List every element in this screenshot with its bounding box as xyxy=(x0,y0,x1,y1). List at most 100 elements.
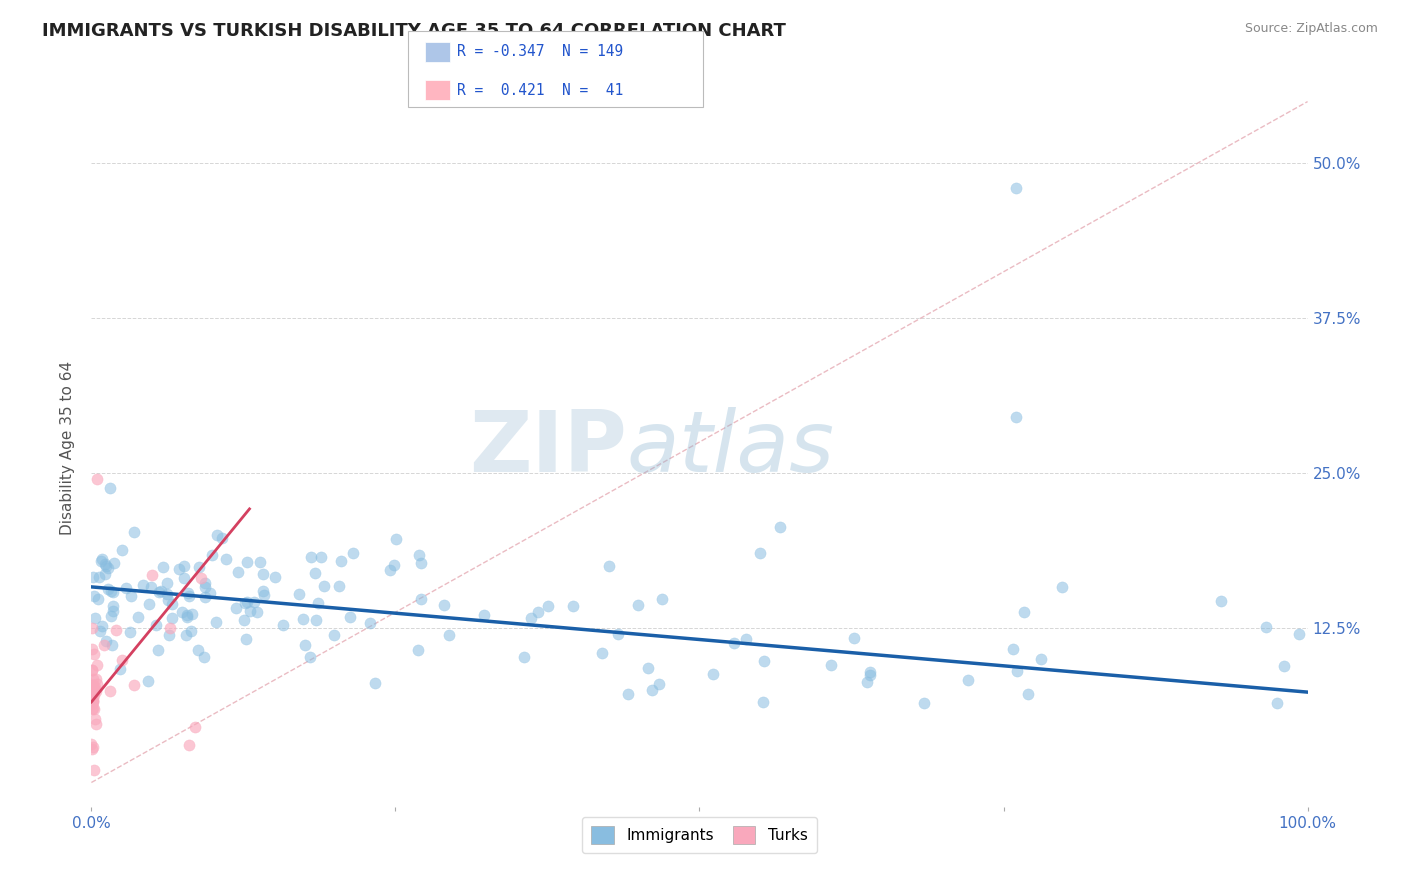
Point xyxy=(956,673,979,687)
Point xyxy=(180,624,202,639)
Point xyxy=(87,570,110,584)
Point xyxy=(1031,652,1053,666)
Point xyxy=(97,582,120,596)
Point xyxy=(86,472,108,486)
Point xyxy=(294,638,316,652)
Point xyxy=(101,638,124,652)
Point xyxy=(93,638,115,652)
Point xyxy=(1004,181,1026,195)
Point xyxy=(80,742,103,756)
Point xyxy=(82,701,104,715)
Point xyxy=(598,558,620,573)
Text: ZIP: ZIP xyxy=(468,407,627,490)
Point xyxy=(201,549,224,563)
Point xyxy=(205,615,228,629)
Point xyxy=(651,592,673,607)
Point xyxy=(1005,665,1028,679)
Point xyxy=(84,716,107,731)
Point xyxy=(342,546,364,560)
Point xyxy=(94,559,117,574)
Point xyxy=(157,592,180,607)
Point xyxy=(299,550,322,565)
Point xyxy=(179,589,201,603)
Point xyxy=(359,615,381,630)
Point xyxy=(591,646,613,660)
Point xyxy=(253,588,276,602)
Point xyxy=(141,568,163,582)
Point xyxy=(1265,696,1288,710)
Point xyxy=(138,597,160,611)
Point xyxy=(84,684,107,698)
Point xyxy=(150,583,173,598)
Point xyxy=(385,533,408,547)
Point xyxy=(215,552,238,566)
Point xyxy=(97,561,120,575)
Point xyxy=(472,607,495,622)
Point xyxy=(82,701,104,715)
Point xyxy=(194,590,217,604)
Point xyxy=(98,683,121,698)
Point xyxy=(236,555,259,569)
Point xyxy=(176,628,198,642)
Point xyxy=(239,604,262,618)
Point xyxy=(406,643,429,657)
Point xyxy=(246,605,269,619)
Point xyxy=(1004,410,1026,425)
Point xyxy=(148,585,170,599)
Point xyxy=(339,609,361,624)
Point xyxy=(288,587,311,601)
Point xyxy=(702,667,724,681)
Point xyxy=(235,594,257,608)
Point xyxy=(100,583,122,598)
Point xyxy=(82,621,104,635)
Point xyxy=(409,591,432,606)
Text: Source: ZipAtlas.com: Source: ZipAtlas.com xyxy=(1244,22,1378,36)
Point xyxy=(252,567,274,582)
Point xyxy=(82,697,104,711)
Point xyxy=(82,570,104,584)
Point xyxy=(292,612,315,626)
Point xyxy=(408,548,430,562)
Point xyxy=(152,559,174,574)
Point xyxy=(94,633,117,648)
Point xyxy=(169,562,191,576)
Point xyxy=(111,543,134,558)
Point xyxy=(80,678,103,692)
Point xyxy=(187,643,209,657)
Point xyxy=(235,632,257,647)
Point xyxy=(176,607,198,622)
Point xyxy=(122,677,145,691)
Point xyxy=(820,657,842,672)
Point xyxy=(108,662,131,676)
Point xyxy=(160,597,183,611)
Point xyxy=(94,558,117,572)
Point xyxy=(513,650,536,665)
Point xyxy=(120,589,142,603)
Point xyxy=(1288,627,1310,641)
Point xyxy=(83,763,105,777)
Point xyxy=(80,694,103,708)
Point xyxy=(136,674,159,689)
Point xyxy=(844,631,866,645)
Point xyxy=(856,674,879,689)
Point xyxy=(103,556,125,570)
Point xyxy=(83,688,105,702)
Point xyxy=(80,684,103,698)
Point xyxy=(173,571,195,585)
Point xyxy=(607,626,630,640)
Point xyxy=(1052,580,1074,594)
Point xyxy=(307,596,329,610)
Text: R =  0.421  N =  41: R = 0.421 N = 41 xyxy=(457,83,623,97)
Point xyxy=(1017,687,1039,701)
Point xyxy=(225,601,247,615)
Point xyxy=(433,598,456,612)
Point xyxy=(194,576,217,591)
Point xyxy=(86,657,108,672)
Point xyxy=(80,663,103,677)
Point xyxy=(148,643,170,657)
Point xyxy=(647,676,669,690)
Point xyxy=(82,740,104,755)
Point xyxy=(139,580,162,594)
Point xyxy=(83,680,105,694)
Point xyxy=(86,591,108,606)
